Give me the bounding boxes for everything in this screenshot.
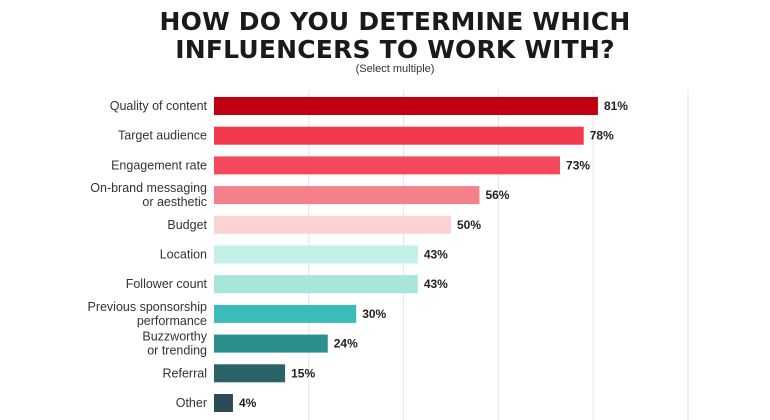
category-label: performance xyxy=(137,314,207,328)
bar xyxy=(214,334,328,353)
value-label: 15% xyxy=(291,366,315,380)
category-label: Budget xyxy=(167,218,207,232)
value-label: 56% xyxy=(485,188,509,202)
chart-title-line-1: HOW DO YOU DETERMINE WHICH xyxy=(160,7,631,36)
value-label: 4% xyxy=(239,396,257,410)
category-label: Follower count xyxy=(126,277,208,291)
value-label: 30% xyxy=(362,307,386,321)
value-label: 78% xyxy=(590,129,614,143)
bar xyxy=(214,304,357,323)
category-label: Referral xyxy=(163,366,207,380)
category-label: Location xyxy=(160,248,207,262)
value-label: 81% xyxy=(604,99,628,113)
bar xyxy=(214,97,598,115)
bar xyxy=(214,275,418,294)
category-label: Other xyxy=(176,396,207,410)
value-label: 43% xyxy=(424,248,448,262)
value-label: 73% xyxy=(566,158,590,172)
bar xyxy=(214,394,233,412)
bar xyxy=(214,245,418,264)
category-label: Engagement rate xyxy=(111,158,207,172)
bar xyxy=(214,186,480,205)
value-label: 24% xyxy=(334,337,358,351)
gridlines xyxy=(308,90,689,420)
category-label: Buzzworthy xyxy=(142,330,207,344)
bar xyxy=(214,364,286,383)
bar xyxy=(214,126,584,145)
category-label: or trending xyxy=(147,344,207,358)
category-label: Previous sponsorship xyxy=(87,300,207,314)
bars-group: 81% Quality of content 78% Target audience 7… xyxy=(87,97,628,412)
chart-subtitle: (Select multiple) xyxy=(356,63,435,75)
category-label: Quality of content xyxy=(110,99,208,113)
chart-title-line-2: INFLUENCERS TO WORK WITH? xyxy=(175,35,615,64)
bar xyxy=(214,215,451,234)
category-label: or aesthetic xyxy=(142,195,207,209)
category-label: Target audience xyxy=(118,129,207,143)
value-label: 50% xyxy=(457,218,481,232)
bar xyxy=(214,156,561,175)
value-label: 43% xyxy=(424,277,448,291)
category-label: On-brand messaging xyxy=(90,181,207,195)
